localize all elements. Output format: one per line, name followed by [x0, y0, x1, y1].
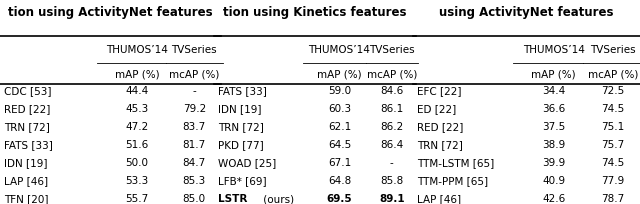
- Text: IDN [19]: IDN [19]: [4, 158, 48, 167]
- Text: 38.9: 38.9: [542, 140, 565, 150]
- Text: LAP [46]: LAP [46]: [4, 176, 49, 185]
- Text: using ActivityNet features: using ActivityNet features: [439, 6, 614, 19]
- Text: 59.0: 59.0: [328, 86, 351, 96]
- Text: 39.9: 39.9: [542, 158, 565, 167]
- Text: TTM-LSTM [65]: TTM-LSTM [65]: [417, 158, 495, 167]
- Text: TVSeries: TVSeries: [172, 45, 217, 55]
- Text: IDN [19]: IDN [19]: [218, 104, 262, 114]
- Text: 36.6: 36.6: [542, 104, 565, 114]
- Text: 84.7: 84.7: [182, 158, 206, 167]
- Text: 45.3: 45.3: [125, 104, 148, 114]
- Text: 67.1: 67.1: [328, 158, 351, 167]
- Text: 47.2: 47.2: [125, 122, 148, 132]
- Text: 72.5: 72.5: [601, 86, 625, 96]
- Text: 75.1: 75.1: [601, 122, 625, 132]
- Text: 74.5: 74.5: [601, 104, 625, 114]
- Text: 86.2: 86.2: [380, 122, 403, 132]
- Text: 79.2: 79.2: [182, 104, 206, 114]
- Text: TFN [20]: TFN [20]: [4, 194, 49, 203]
- Text: 62.1: 62.1: [328, 122, 351, 132]
- Text: WOAD [25]: WOAD [25]: [218, 158, 276, 167]
- Text: -: -: [390, 158, 394, 167]
- Text: mcAP (%): mcAP (%): [169, 70, 220, 79]
- Text: RED [22]: RED [22]: [4, 104, 51, 114]
- Text: FATS [33]: FATS [33]: [218, 86, 268, 96]
- Text: 84.6: 84.6: [380, 86, 403, 96]
- Text: mcAP (%): mcAP (%): [367, 70, 417, 79]
- Text: 51.6: 51.6: [125, 140, 148, 150]
- Text: THUMOS’14: THUMOS’14: [308, 45, 371, 55]
- Text: 81.7: 81.7: [182, 140, 206, 150]
- Text: 60.3: 60.3: [328, 104, 351, 114]
- Text: 37.5: 37.5: [542, 122, 565, 132]
- Text: FATS [33]: FATS [33]: [4, 140, 53, 150]
- Text: 42.6: 42.6: [542, 194, 565, 203]
- Text: 85.0: 85.0: [183, 194, 206, 203]
- Text: 86.1: 86.1: [380, 104, 403, 114]
- Text: TRN [72]: TRN [72]: [417, 140, 463, 150]
- Text: 78.7: 78.7: [601, 194, 625, 203]
- Text: 53.3: 53.3: [125, 176, 148, 185]
- Text: 77.9: 77.9: [601, 176, 625, 185]
- Text: -: -: [193, 86, 196, 96]
- Text: tion using ActivityNet features: tion using ActivityNet features: [8, 6, 212, 19]
- Text: 83.7: 83.7: [182, 122, 206, 132]
- Text: 55.7: 55.7: [125, 194, 148, 203]
- Text: 50.0: 50.0: [125, 158, 148, 167]
- Text: 34.4: 34.4: [542, 86, 565, 96]
- Text: mAP (%): mAP (%): [531, 70, 576, 79]
- Text: mAP (%): mAP (%): [317, 70, 362, 79]
- Text: 75.7: 75.7: [601, 140, 625, 150]
- Text: TVSeries: TVSeries: [590, 45, 636, 55]
- Text: LAP [46]: LAP [46]: [417, 194, 461, 203]
- Text: ED [22]: ED [22]: [417, 104, 456, 114]
- Text: 44.4: 44.4: [125, 86, 148, 96]
- Text: tion using Kinetics features: tion using Kinetics features: [223, 6, 407, 19]
- Text: 89.1: 89.1: [379, 194, 404, 203]
- Text: CDC [53]: CDC [53]: [4, 86, 52, 96]
- Text: 64.5: 64.5: [328, 140, 351, 150]
- Text: 69.5: 69.5: [326, 194, 352, 203]
- Text: 86.4: 86.4: [380, 140, 403, 150]
- Text: 85.3: 85.3: [182, 176, 206, 185]
- Text: 40.9: 40.9: [542, 176, 565, 185]
- Text: TVSeries: TVSeries: [369, 45, 415, 55]
- Text: TRN [72]: TRN [72]: [218, 122, 264, 132]
- Text: RED [22]: RED [22]: [417, 122, 464, 132]
- Text: THUMOS’14: THUMOS’14: [523, 45, 584, 55]
- Text: LSTR: LSTR: [218, 194, 248, 203]
- Text: 64.8: 64.8: [328, 176, 351, 185]
- Text: 85.8: 85.8: [380, 176, 403, 185]
- Text: mAP (%): mAP (%): [115, 70, 159, 79]
- Text: 74.5: 74.5: [601, 158, 625, 167]
- Text: mcAP (%): mcAP (%): [588, 70, 638, 79]
- Text: PKD [77]: PKD [77]: [218, 140, 264, 150]
- Text: (ours): (ours): [260, 194, 294, 203]
- Text: THUMOS’14: THUMOS’14: [106, 45, 168, 55]
- Text: EFC [22]: EFC [22]: [417, 86, 462, 96]
- Text: TRN [72]: TRN [72]: [4, 122, 51, 132]
- Text: LFB* [69]: LFB* [69]: [218, 176, 267, 185]
- Text: TTM-PPM [65]: TTM-PPM [65]: [417, 176, 488, 185]
